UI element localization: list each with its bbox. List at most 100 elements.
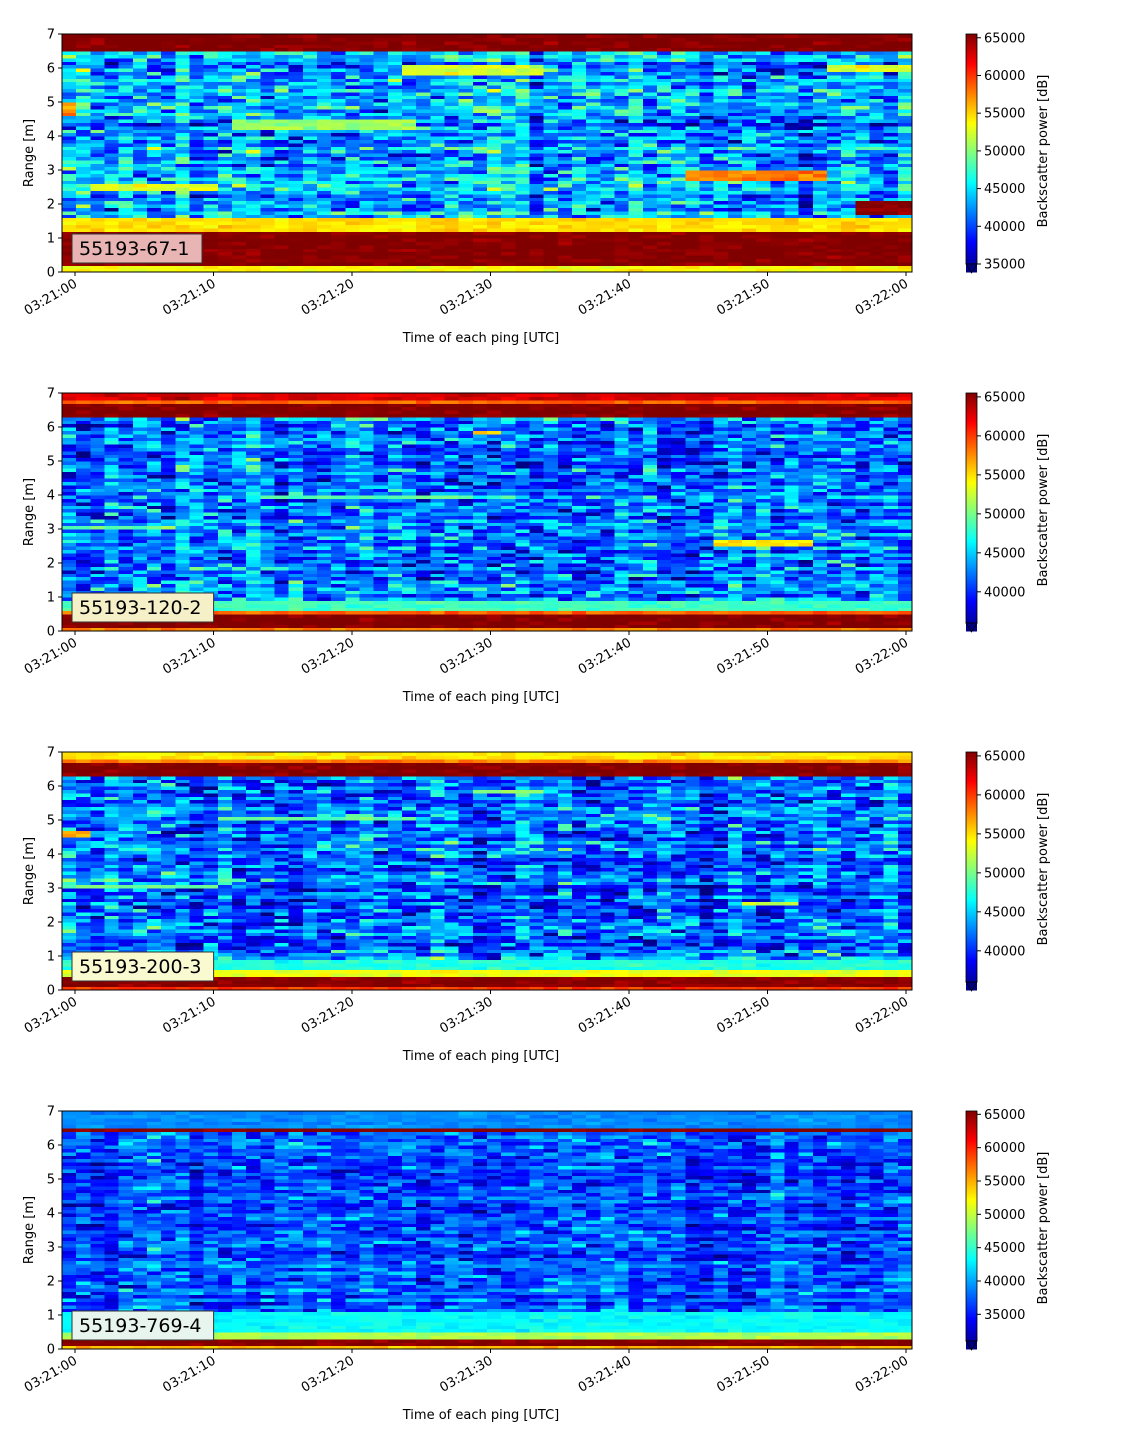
heatmap-cell: [132, 580, 148, 584]
heatmap-cell: [161, 556, 176, 561]
heatmap-cell: [827, 61, 842, 66]
heatmap-cell: [869, 153, 885, 157]
heatmap-cell: [331, 122, 346, 127]
heatmap-cell: [90, 444, 106, 448]
heatmap-cell: [642, 98, 658, 103]
heatmap-cell: [359, 241, 375, 246]
heatmap-cell: [132, 176, 148, 181]
heatmap-cell: [671, 197, 686, 202]
heatmap-cell: [742, 129, 757, 134]
heatmap-cell: [175, 64, 191, 69]
heatmap-cell: [147, 532, 162, 537]
heatmap-cell: [288, 153, 304, 157]
heatmap-cell: [515, 142, 531, 147]
heatmap-cell: [118, 430, 134, 435]
colorbar-step: [966, 133, 977, 136]
heatmap-cell: [515, 217, 531, 222]
heatmap-cell: [359, 234, 375, 239]
heatmap-cell: [104, 478, 120, 482]
heatmap-cell: [430, 136, 446, 140]
heatmap-cell: [317, 102, 332, 106]
heatmap-cell: [402, 51, 417, 55]
heatmap-cell: [260, 258, 276, 263]
heatmap-cell: [742, 187, 757, 191]
heatmap-cell: [387, 251, 403, 256]
heatmap-cell: [274, 54, 290, 59]
heatmap-cell: [260, 115, 276, 120]
heatmap-cell: [161, 176, 176, 181]
heatmap-cell: [62, 85, 77, 89]
heatmap-cell: [189, 139, 205, 144]
heatmap-cell: [713, 57, 729, 62]
heatmap-cell: [756, 258, 771, 263]
heatmap-cell: [246, 268, 261, 273]
heatmap-cell: [260, 210, 276, 215]
heatmap-cell: [784, 115, 800, 120]
heatmap-cell: [883, 68, 899, 72]
heatmap-cell: [416, 64, 431, 69]
heatmap-cell: [118, 40, 134, 45]
heatmap-cell: [232, 95, 247, 100]
heatmap-cell: [147, 217, 162, 222]
heatmap-cell: [685, 47, 701, 52]
heatmap-cell: [628, 51, 644, 55]
heatmap-cell: [572, 125, 587, 130]
heatmap-cell: [331, 207, 346, 212]
heatmap-cell: [798, 176, 814, 181]
heatmap-cell: [458, 170, 474, 174]
heatmap-cell: [132, 122, 148, 127]
heatmap-cell: [501, 180, 516, 185]
heatmap-cell: [841, 261, 856, 266]
heatmap-cell: [657, 78, 672, 83]
heatmap-cell: [543, 40, 559, 45]
heatmap-cell: [671, 91, 686, 96]
heatmap-cell: [416, 95, 431, 100]
heatmap-cell: [628, 248, 644, 253]
heatmap-cell: [118, 221, 134, 225]
colorbar: [966, 34, 977, 273]
heatmap-cell: [132, 515, 148, 520]
heatmap-cell: [472, 190, 488, 195]
heatmap-cell: [345, 68, 361, 72]
heatmap-cell: [175, 552, 191, 557]
heatmap-cell: [628, 163, 644, 168]
heatmap-cell: [869, 78, 885, 83]
heatmap-cell: [246, 200, 261, 205]
heatmap-cell: [869, 234, 885, 239]
heatmap-cell: [288, 217, 304, 222]
heatmap-cell: [883, 44, 899, 49]
heatmap-cell: [373, 47, 389, 52]
heatmap-cell: [529, 234, 545, 239]
heatmap-cell: [444, 244, 460, 249]
heatmap-cell: [147, 166, 162, 171]
heatmap-cell: [798, 139, 814, 144]
heatmap-cell: [458, 217, 474, 222]
heatmap-cell: [345, 187, 361, 191]
heatmap-cell: [402, 115, 417, 120]
heatmap-cell: [416, 68, 431, 72]
heatmap-cell: [529, 146, 545, 151]
heatmap-cell: [331, 258, 346, 263]
heatmap-cell: [76, 518, 91, 523]
heatmap-cell: [586, 166, 601, 171]
heatmap-cell: [132, 166, 148, 171]
heatmap-cell: [76, 61, 91, 66]
heatmap-cell: [827, 207, 842, 212]
heatmap-cell: [855, 95, 871, 100]
heatmap-cell: [855, 68, 871, 72]
heatmap-cell: [515, 153, 531, 157]
heatmap-cell: [742, 255, 757, 259]
heatmap-cell: [161, 525, 176, 530]
heatmap-cell: [132, 525, 148, 530]
heatmap-cell: [812, 105, 828, 110]
heatmap-cell: [302, 221, 318, 225]
heatmap-cell: [274, 224, 290, 229]
heatmap-cell: [657, 115, 672, 120]
heatmap-cell: [487, 78, 502, 83]
heatmap-cell: [387, 125, 403, 130]
heatmap-cell: [76, 200, 91, 205]
heatmap-cell: [458, 129, 474, 134]
heatmap-cell: [869, 122, 885, 127]
heatmap-cell: [317, 258, 332, 263]
